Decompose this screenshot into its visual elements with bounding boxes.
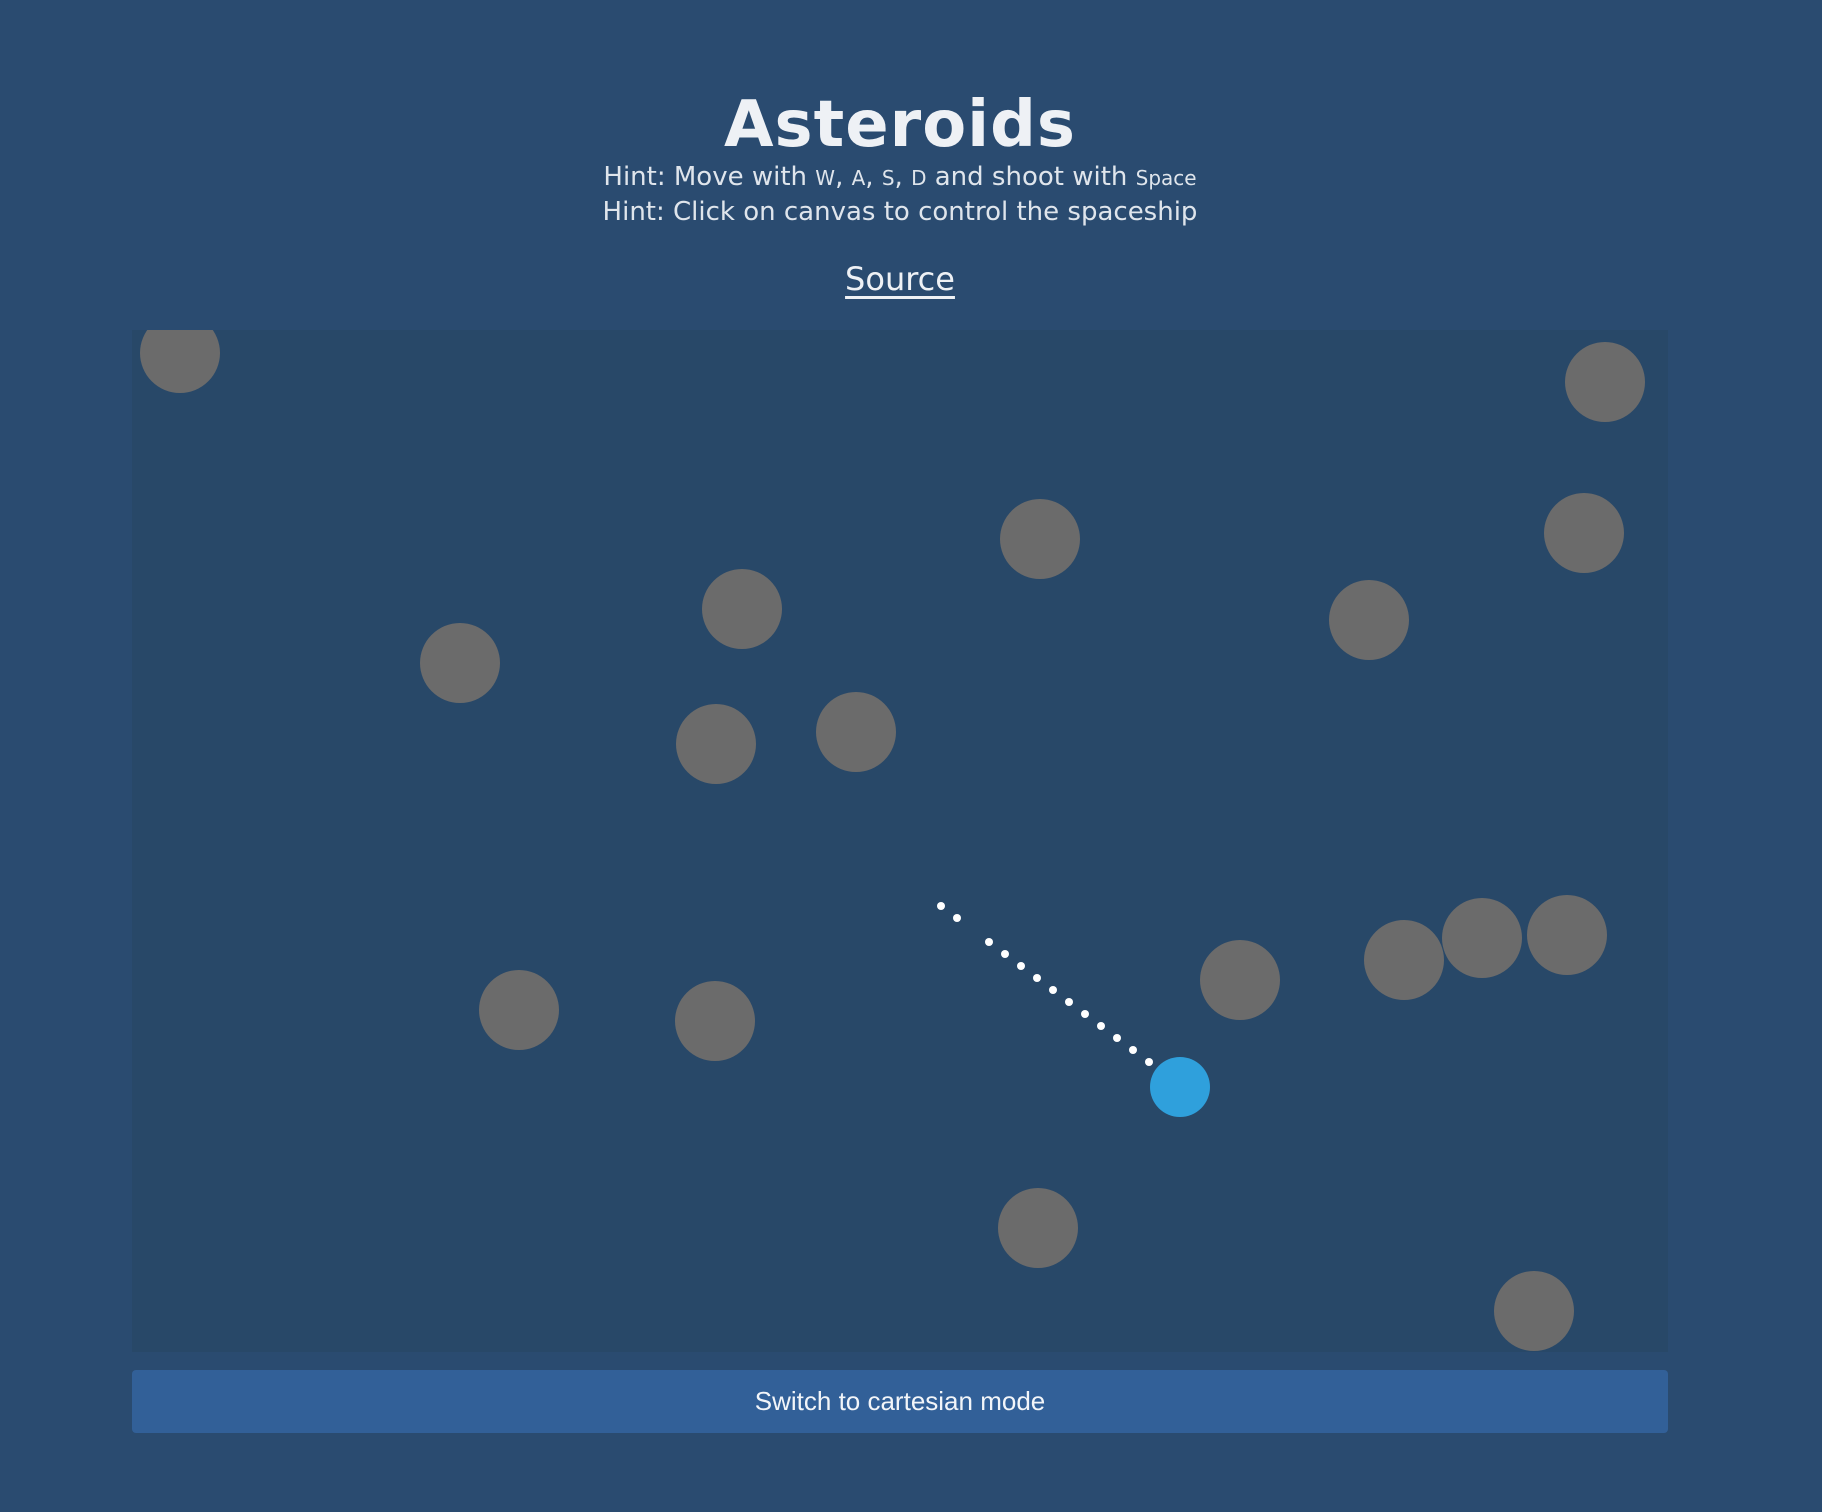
key-a: A [851,166,866,190]
asteroid [1329,580,1409,660]
asteroid [1364,920,1444,1000]
bullet-layer [937,902,1153,1066]
bullet [1065,998,1073,1006]
bullet [1145,1058,1153,1066]
asteroid [675,981,755,1061]
key-s: S [881,166,895,190]
hint-move: Hint: Move with W, A, S, D and shoot wit… [603,162,1197,192]
spaceship [1150,1057,1210,1117]
bullet [1097,1022,1105,1030]
bullet [1081,1010,1089,1018]
bullet [1049,986,1057,994]
asteroid [998,1188,1078,1268]
page-title: Asteroids [724,87,1076,162]
asteroid [702,569,782,649]
hint-click: Hint: Click on canvas to control the spa… [602,197,1198,227]
asteroid [1527,895,1607,975]
asteroid [479,970,559,1050]
asteroid [676,704,756,784]
switch-mode-button[interactable]: Switch to cartesian mode [132,1370,1668,1433]
asteroid [1442,898,1522,978]
hint-move-prefix: Hint: Move with [603,162,816,192]
game-canvas[interactable] [132,330,1668,1352]
asteroid [1200,940,1280,1020]
asteroid-layer [140,330,1645,1351]
bullet [985,938,993,946]
asteroid [1544,493,1624,573]
key-d: D [911,166,927,190]
game-scene [140,330,1645,1351]
bullet [1129,1046,1137,1054]
bullet [1017,962,1025,970]
bullet [953,914,961,922]
asteroid [1565,342,1645,422]
key-space: Space [1135,166,1197,190]
bullet [1033,974,1041,982]
source-container: Source [0,259,1800,299]
key-w: W [815,166,836,190]
bullet [1113,1034,1121,1042]
hints: Hint: Move with W, A, S, D and shoot wit… [0,160,1800,229]
asteroid [140,330,220,393]
bullet [1001,950,1009,958]
source-link[interactable]: Source [845,260,955,298]
asteroid [420,623,500,703]
asteroid [816,692,896,772]
hint-move-middle: and shoot with [926,162,1136,192]
asteroid [1000,499,1080,579]
asteroid [1494,1271,1574,1351]
bullet [937,902,945,910]
